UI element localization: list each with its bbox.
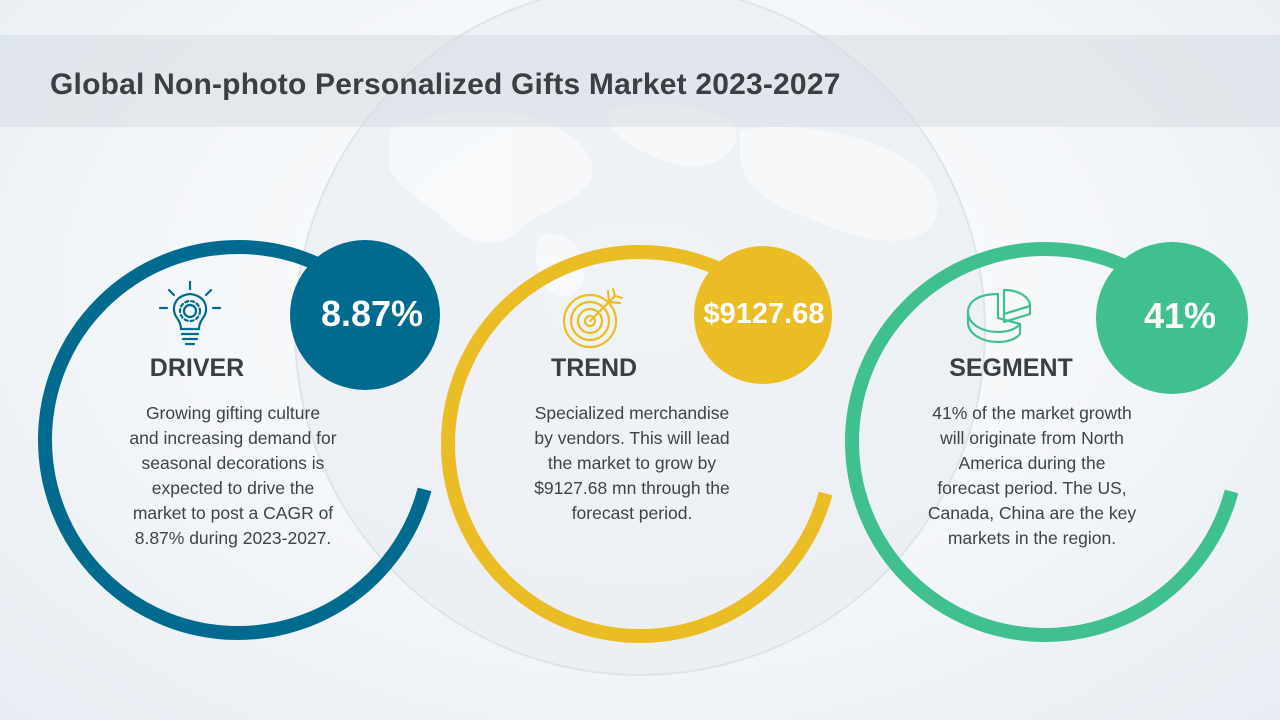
trend-description-line: by vendors. This will lead [534, 428, 730, 448]
segment-description-line: Canada, China are the key [927, 503, 1137, 523]
segment-description-line: 41% of the market growth [932, 403, 1132, 423]
trend-description-line: forecast period. [571, 503, 693, 523]
driver-description-line: seasonal decorations is [141, 453, 325, 473]
trend-description: Specialized merchandise by vendors. This… [514, 401, 750, 526]
driver-value: 8.87% [320, 293, 424, 334]
target-arrow-icon [562, 287, 624, 349]
segment-description-line: America during the [958, 453, 1106, 473]
driver-description-line: expected to drive the [151, 478, 315, 498]
segment-description-line: will originate from North [940, 428, 1124, 448]
segment-description: 41% of the market growth will originate … [914, 401, 1150, 551]
trend-heading: TREND [550, 354, 638, 382]
segment-description-line: forecast period. The US, [937, 478, 1127, 498]
segment-heading: SEGMENT [949, 354, 1073, 382]
trend-description-line: $9127.68 mn through the [534, 478, 730, 498]
page-title: Global Non-photo Personalized Gifts Mark… [50, 68, 841, 101]
trend-description-line: Specialized merchandise [534, 403, 730, 423]
trend-value: $9127.68 [703, 298, 825, 330]
driver-description-line: Growing gifting culture [145, 403, 321, 423]
driver-description-line: market to post a CAGR of [132, 503, 334, 523]
pie-chart-icon [966, 288, 1032, 344]
segment-description-line: markets in the region. [947, 528, 1117, 548]
trend-description-line: the market to grow by [547, 453, 717, 473]
driver-description: Growing gifting culture and increasing d… [115, 401, 351, 551]
driver-description-line: and increasing demand for [129, 428, 337, 448]
title-band [0, 35, 1280, 127]
driver-heading: DRIVER [149, 354, 245, 382]
driver-description-line: 8.87% during 2023-2027. [134, 528, 332, 548]
segment-value: 41% [1143, 295, 1217, 336]
lightbulb-gear-icon [158, 280, 222, 346]
